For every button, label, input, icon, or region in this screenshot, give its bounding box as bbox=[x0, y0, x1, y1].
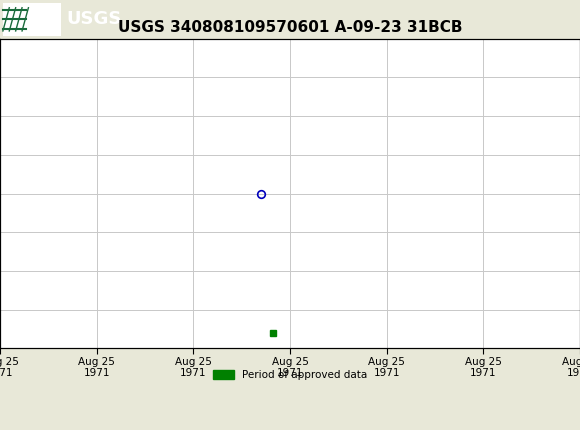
Title: USGS 340808109570601 A-09-23 31BCB: USGS 340808109570601 A-09-23 31BCB bbox=[118, 20, 462, 35]
Legend: Period of approved data: Period of approved data bbox=[209, 366, 371, 384]
Text: USGS: USGS bbox=[67, 10, 122, 28]
FancyBboxPatch shape bbox=[3, 3, 61, 36]
